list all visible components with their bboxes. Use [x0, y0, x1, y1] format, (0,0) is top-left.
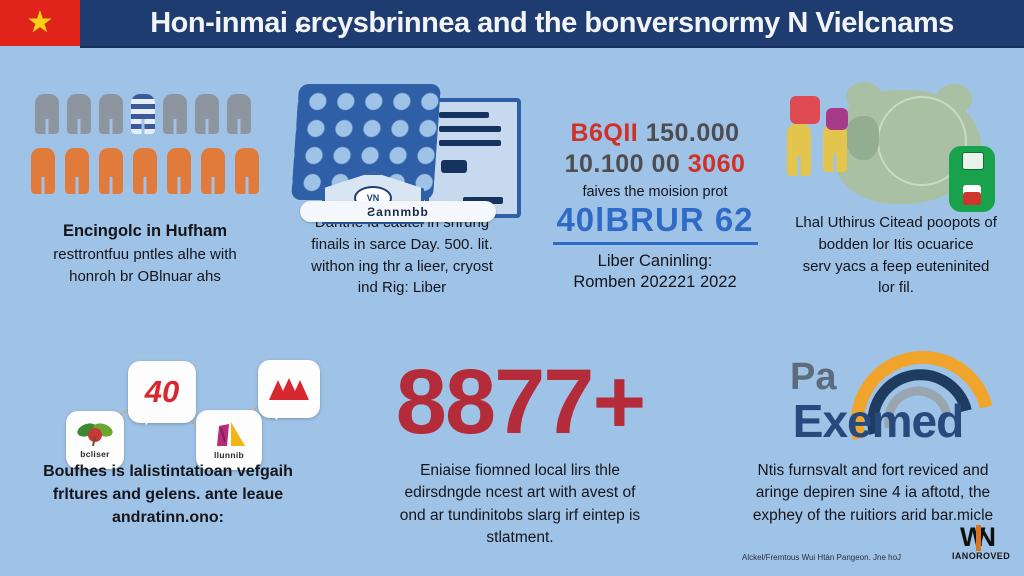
big-number-line: stlatment.	[486, 529, 554, 547]
wn-logo-label: IANOROVED	[952, 551, 1011, 561]
plant-logo-icon	[77, 423, 113, 447]
statistics-block: B6QII 150.000 10.100 00 3060 faives the …	[535, 118, 775, 293]
number-40-logo: 40	[144, 374, 180, 409]
stat-gray-value: 10.100 00	[564, 150, 681, 179]
map-line: bodden lor Itis ocuarice	[818, 235, 974, 253]
watermark-small-text: Alckel/Fremtous Wui Htàn Pangeon. Jne ho…	[742, 553, 902, 562]
map-line: Lhal Uthirus Citead poopots of	[795, 214, 997, 231]
stat-big-blue: 40lBRUR 62	[556, 200, 754, 238]
population-line: resttrontfuu pntles alhe with	[53, 245, 237, 263]
exemed-logo-main: Exemed	[792, 395, 964, 447]
registry-line: withon ing thr a lieer, cryost	[311, 257, 493, 275]
stat-row-2: 10.100 00 3060	[535, 149, 775, 180]
banner-label: Ƨannmbb	[300, 201, 496, 222]
stat-row-1: B6QII 150.000	[535, 118, 775, 149]
tile-label: bcliser	[80, 449, 110, 459]
exemed-line: aringe depiren sine 4 ia aftotd, the	[755, 484, 991, 502]
wn-watermark-logo: WN IANOROVED	[952, 524, 1011, 562]
registry-line: finails in sarce Day. 500. lit.	[311, 235, 493, 253]
big-number-line: Eniaise fiomned local lirs thle	[420, 462, 620, 479]
people-back-row-graphic	[34, 92, 252, 134]
ribbon-logo-icon	[217, 422, 245, 446]
partners-line: Boufhes is lalistintatioan vefgaih	[43, 463, 293, 480]
exemed-line: Ntis furnsvalt and fort reviced and	[757, 462, 989, 479]
logo-tile-mountains	[258, 360, 320, 420]
magenta-tag-icon	[826, 108, 848, 130]
big-number-line: edirsdngde ncest art with avest of	[404, 484, 636, 502]
exemed-line: exphey of the ruitiors arid bar.micle	[752, 506, 994, 524]
exemed-logo-top: Pa	[790, 356, 837, 398]
yellow-people-graphic	[786, 122, 848, 176]
population-line: honroh br OBlnuar ahs	[69, 267, 221, 285]
stat-gray-value: 150.000	[645, 119, 740, 147]
mountain-logo-icon	[269, 378, 309, 400]
striped-person-icon	[130, 92, 156, 134]
document-graphic	[425, 98, 521, 218]
page-title: Hon-inmai ɕrcysbrinnea and the bonversno…	[150, 7, 954, 39]
red-tag-icon	[790, 96, 820, 124]
stat-divider	[552, 241, 758, 245]
big-number-text: Eniaise fiomned local lirs thle edirsdng…	[358, 460, 682, 550]
logo-tile-bcliser: bcliser	[66, 411, 124, 469]
map-text: Lhal Uthirus Citead poopots of bodden lo…	[772, 212, 1020, 299]
stat-red-value: B6QII	[570, 119, 639, 147]
partners-text: Boufhes is lalistintatioan vefgaih frltu…	[18, 460, 318, 530]
logo-tile-llunnib: llunnib	[196, 410, 262, 470]
people-front-row-graphic	[30, 146, 260, 194]
partners-line: frltures and gelens. ante leaue	[52, 486, 284, 504]
partners-line: andratinn.ono:	[112, 509, 224, 527]
registry-line: ind Rig: Liber	[357, 279, 447, 297]
registry-text: Dàntñe id ƨautel in shrung finails in sa…	[283, 212, 521, 299]
vietnam-flag: ★	[0, 0, 80, 46]
population-heading: Encingolc in Hufham	[62, 222, 228, 240]
stat-caption: faives the moision prot	[582, 183, 728, 200]
stat-label: Liber Caninling:	[597, 251, 713, 270]
stat-red-value: 3060	[687, 150, 746, 179]
stat-label: Romben 202221 2022	[573, 272, 737, 291]
wn-logo-orange-bar	[976, 525, 981, 551]
exemed-text: Ntis furnsvalt and fort reviced and arin…	[728, 460, 1018, 527]
flag-star-icon: ★	[26, 6, 54, 39]
title-bar: Hon-inmai ɕrcysbrinnea and the bonversno…	[80, 0, 1024, 48]
map-line: serv yacs a feep euteninited	[802, 257, 990, 275]
green-badge-icon	[949, 146, 995, 212]
tile-label: llunnib	[214, 450, 244, 460]
population-text: Encingolc in Hufham resttrontfuu pntles …	[12, 220, 278, 287]
logo-tile-40: 40	[128, 361, 196, 425]
big-number-line: ond ar tundinitobs slarg irf eintep is	[399, 506, 641, 524]
big-number: 8877+	[395, 351, 646, 453]
map-line: lor fil.	[878, 279, 914, 297]
